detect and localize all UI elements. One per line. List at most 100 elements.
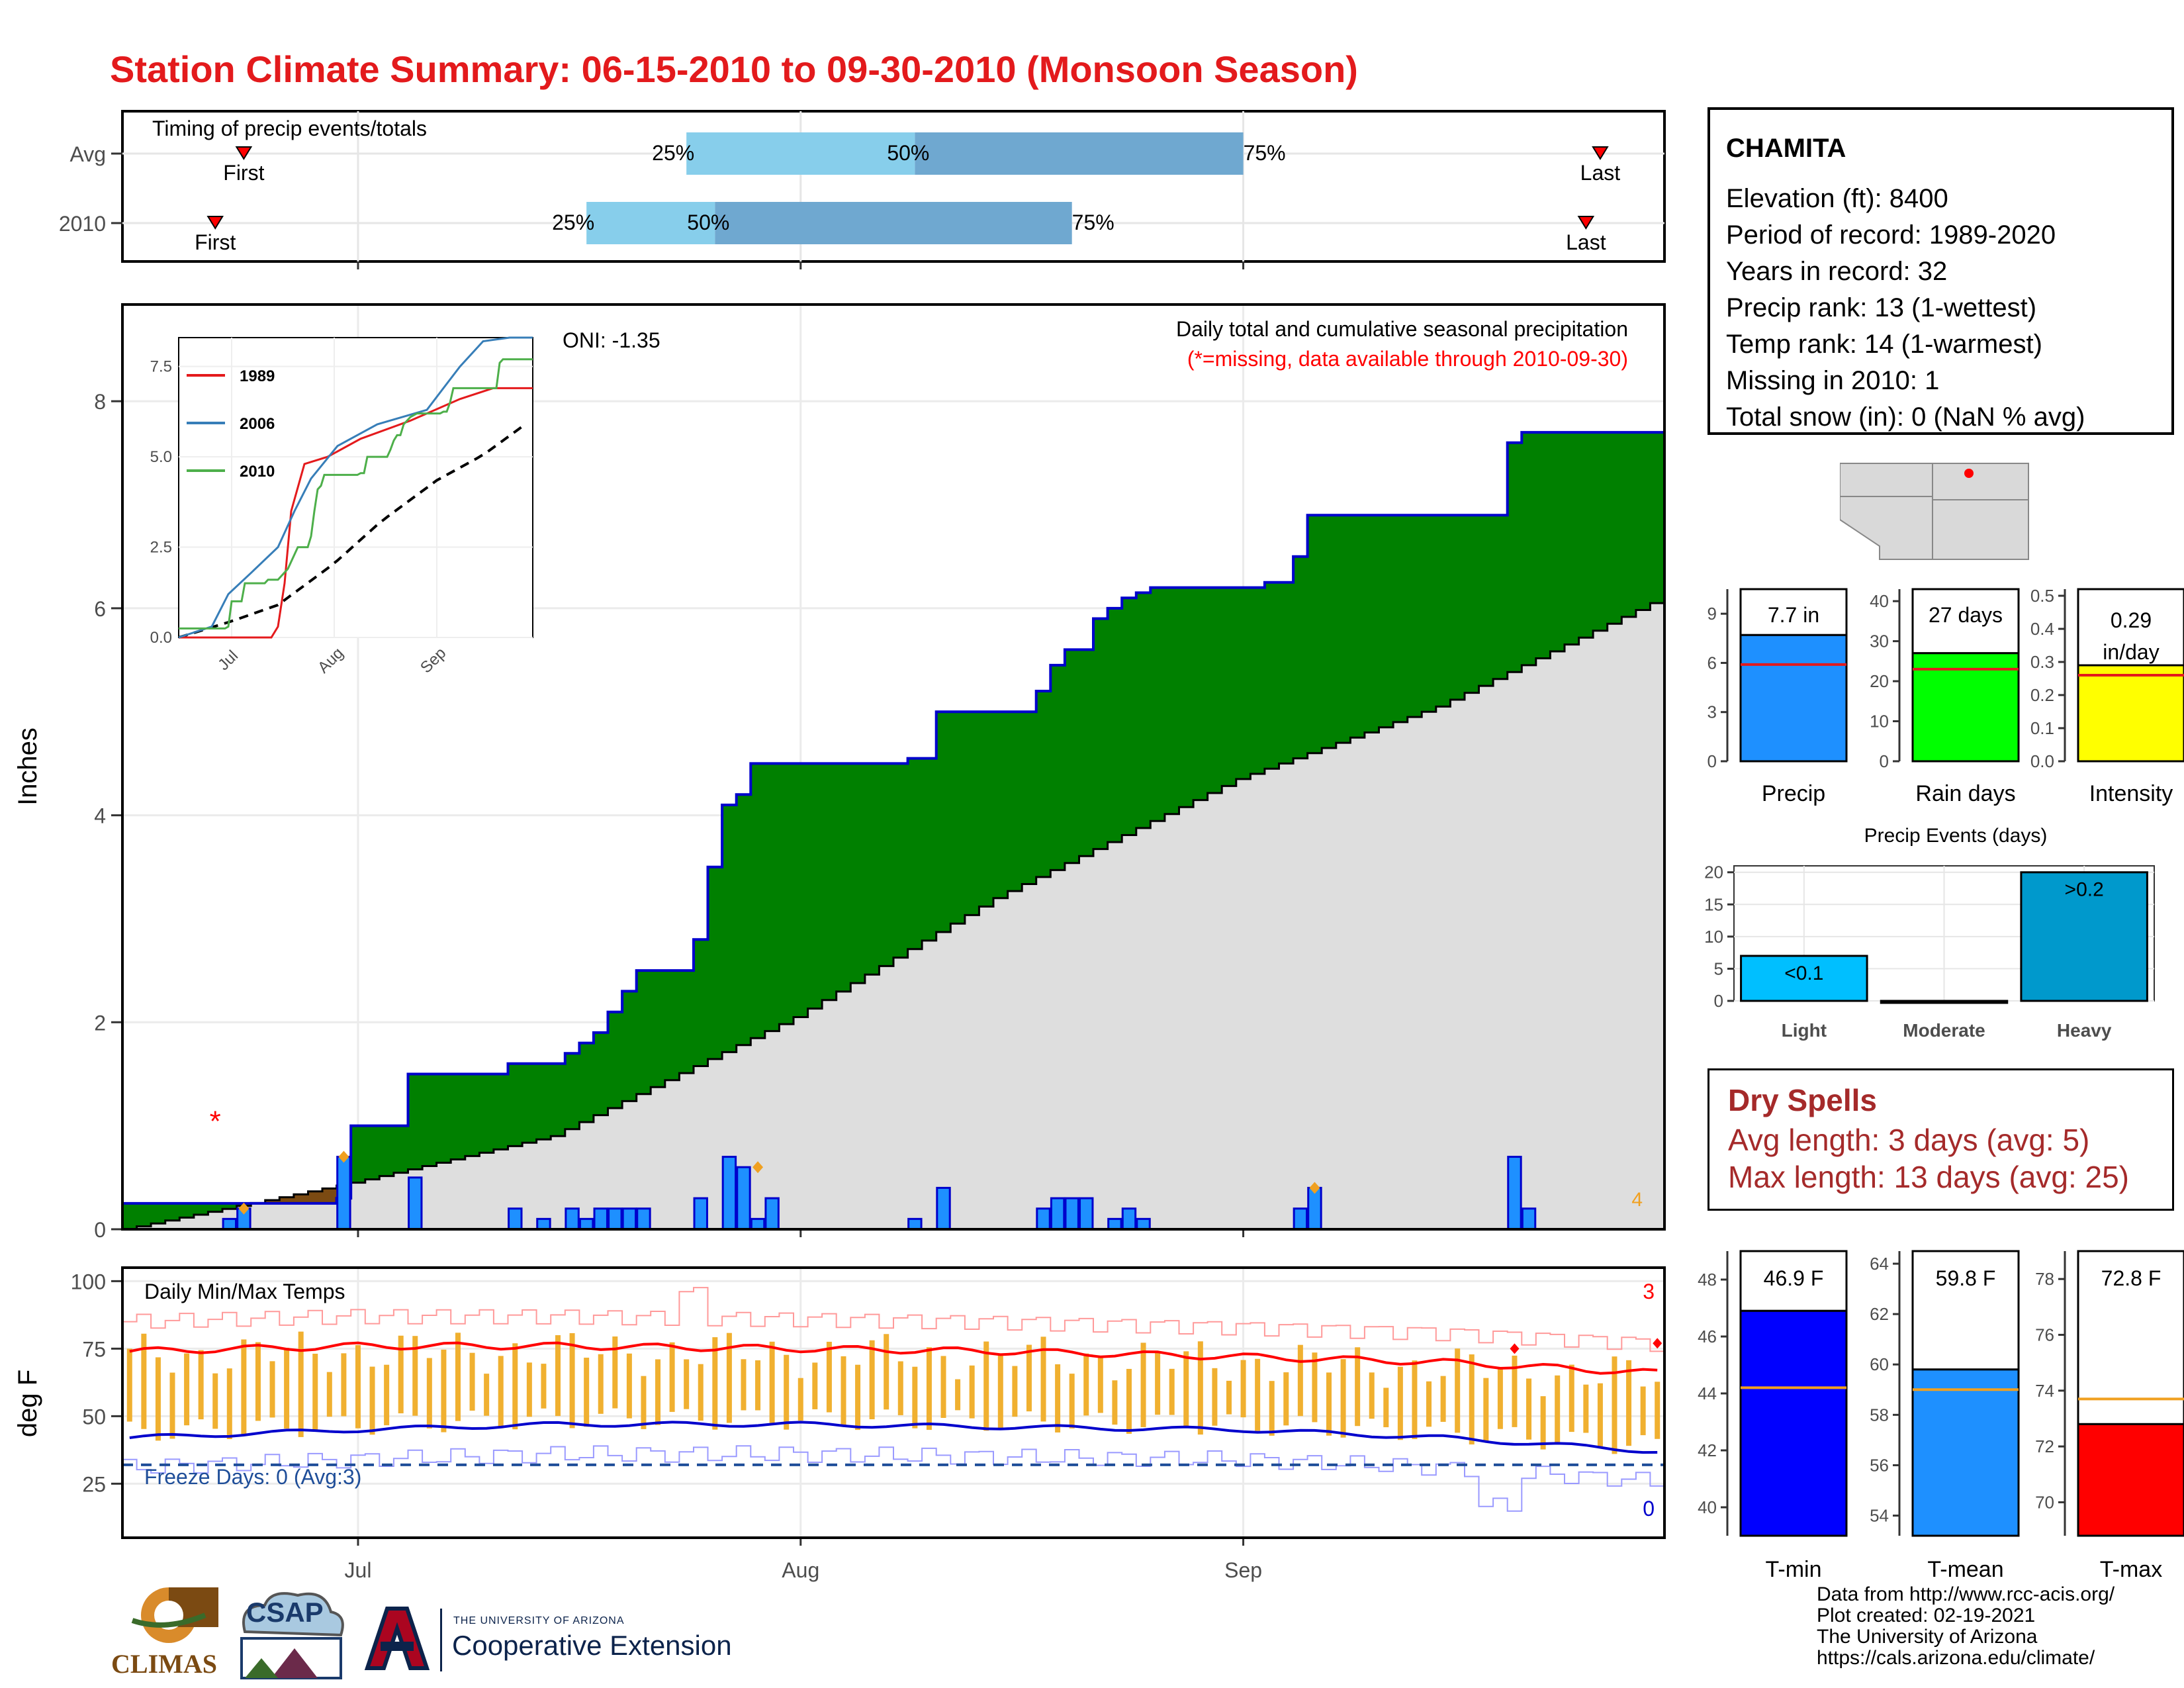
temp-frame: [121, 1266, 1666, 1539]
surplus-fill: [436, 1074, 451, 1163]
daily-temp-bar: [841, 1356, 846, 1426]
daily-temp-bar: [398, 1335, 404, 1414]
daily-temp-bar: [541, 1364, 547, 1409]
temp-summary-tick-label: 64: [1870, 1254, 1889, 1274]
summary-bar-label: Precip: [1762, 781, 1825, 806]
surplus-fill: [693, 939, 709, 1066]
event-bar: [1880, 1000, 2009, 1004]
daily-precip-bar: [636, 1207, 651, 1231]
precip-ytick-label: 0: [94, 1218, 106, 1242]
daily-temp-bar: [426, 1358, 432, 1429]
precip-ytick-label: 8: [94, 390, 106, 414]
surplus-fill: [1550, 432, 1565, 652]
surplus-fill: [508, 1063, 523, 1147]
station-name: CHAMITA: [1726, 134, 1846, 163]
daily-precip-bar: [1521, 1207, 1537, 1231]
events-tick-label: 0: [1714, 991, 1723, 1011]
daily-temp-bar: [526, 1362, 532, 1417]
daily-precip-bar: [608, 1207, 623, 1231]
summary-tick-label: 40: [1870, 591, 1889, 611]
surplus-fill: [1593, 432, 1608, 631]
temp-bar-fill: [1739, 1309, 1848, 1537]
events-tick-label: 20: [1704, 863, 1723, 882]
daily-precip-bar: [1121, 1207, 1137, 1231]
temp-value-label: 72.8 F: [2101, 1266, 2161, 1290]
missing-note: (*=missing, data available through 2010-…: [1187, 347, 1628, 371]
surplus-fill: [993, 712, 1009, 898]
timing-p25-label: 25%: [652, 141, 694, 165]
summary-tick-label: 0.2: [2030, 685, 2054, 705]
daily-temp-bar: [1369, 1372, 1375, 1419]
record-low-line: [122, 1445, 1664, 1512]
surplus-fill: [1179, 587, 1194, 808]
surplus-fill: [1379, 515, 1394, 727]
surplus-fill: [479, 1074, 494, 1153]
deficit-fill: [322, 1188, 338, 1203]
summary-tick-label: 0: [1707, 751, 1717, 771]
surplus-fill: [1450, 515, 1465, 700]
surplus-fill: [1307, 515, 1322, 753]
precip-xtick-label: Sep: [1224, 1250, 1262, 1251]
daily-temp-bar: [1397, 1366, 1403, 1440]
station-detail-line: Temp rank: 14 (1-warmest): [1726, 330, 2042, 359]
timing-last-label: Last: [1566, 230, 1606, 254]
surplus-fill: [1207, 587, 1222, 794]
daily-temp-bar: [684, 1359, 690, 1409]
temp-summary-bars: 40 42 44 46 48 46.9 F T-min 54 56 58 60 62 64 59.8 F T…: [1698, 1250, 2184, 1582]
average-area: [122, 603, 1664, 1229]
surplus-fill: [1107, 608, 1122, 843]
dry-spells-avg: Avg length: 3 days (avg: 5): [1728, 1123, 2090, 1157]
ua-logo: [364, 1607, 430, 1670]
daily-temp-bar: [1326, 1372, 1332, 1436]
daily-temp-bar: [141, 1333, 147, 1429]
summary-bar-fill: [1739, 633, 1848, 763]
events-tick-label: 5: [1714, 959, 1723, 978]
daily-precip-bar: [1307, 1186, 1322, 1231]
daily-temp-bar: [741, 1359, 747, 1411]
temp-bar-fill: [2077, 1423, 2184, 1537]
timing-first-marker: [206, 216, 224, 230]
daily-temp-bar: [1169, 1368, 1175, 1415]
footer-line: https://cals.arizona.edu/climate/: [1817, 1647, 2095, 1669]
cold-count: 0: [1643, 1497, 1655, 1521]
event-category-label: Heavy: [2057, 1020, 2112, 1041]
daily-temp-bar: [255, 1342, 261, 1421]
daily-temp-bar: [298, 1331, 304, 1437]
daily-temp-bar: [983, 1341, 989, 1431]
daily-temp-bar: [1497, 1369, 1503, 1429]
temp-summary-tick-label: 40: [1698, 1497, 1717, 1517]
daily-temp-bar: [441, 1349, 447, 1432]
ua-divider: [440, 1609, 442, 1671]
timing-first-label: First: [223, 161, 264, 185]
climas-logo-text: CLIMAS: [111, 1649, 218, 1679]
surplus-fill: [151, 1203, 166, 1224]
daily-precip-bar: [578, 1217, 594, 1231]
daily-temp-bar: [326, 1372, 332, 1417]
temp-summary-tick-label: 78: [2035, 1269, 2054, 1289]
inset-ytick-label: 2.5: [150, 539, 172, 557]
daily-temp-bar: [1026, 1344, 1032, 1412]
daily-temp-bar: [1640, 1386, 1646, 1436]
surplus-fill: [1336, 515, 1351, 743]
daily-precip-bar: [1064, 1197, 1079, 1231]
daily-temp-bar: [897, 1361, 903, 1415]
surplus-fill: [1393, 515, 1408, 722]
daily-temp-bar: [1283, 1372, 1289, 1426]
precip-events-chart: Precip Events (days) 0 5 10 15 20 Light <0.1 Mod…: [1704, 825, 2155, 1041]
daily-temp-bar: [241, 1339, 247, 1434]
ua-small-text: THE UNIVERSITY OF ARIZONA: [453, 1615, 625, 1626]
daily-temp-bar: [769, 1341, 775, 1423]
surplus-fill: [465, 1074, 480, 1156]
temp-value-label: 59.8 F: [1936, 1266, 1996, 1290]
deficit-fill: [265, 1200, 280, 1203]
daily-temp-bar: [1212, 1368, 1218, 1426]
intensity-marker: [238, 1202, 250, 1215]
daily-precip-bar: [1107, 1217, 1122, 1231]
inset-average-line: [178, 422, 527, 639]
events-tick-label: 10: [1704, 927, 1723, 947]
daily-temp-bar: [1083, 1353, 1089, 1416]
daily-temp-bar: [1097, 1357, 1103, 1413]
surplus-fill: [1250, 587, 1265, 774]
surplus-fill: [365, 1125, 380, 1180]
surplus-fill: [1136, 592, 1151, 828]
